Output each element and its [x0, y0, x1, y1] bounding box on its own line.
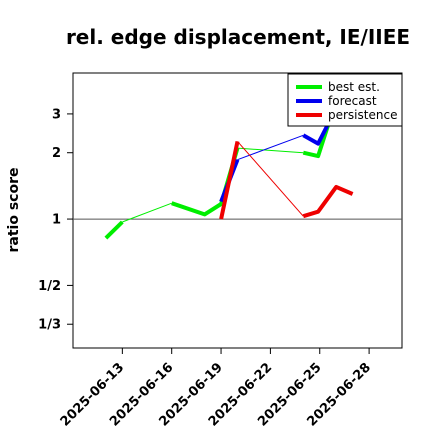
series-forecast-connector — [237, 134, 304, 161]
legend-label: persistence — [328, 108, 397, 122]
y-axis-label: ratio score — [6, 168, 22, 253]
y-axis: 3 2 1 1/2 1/3 — [38, 107, 73, 333]
legend-label: forecast — [328, 94, 377, 108]
legend-label: best est. — [328, 80, 380, 94]
series-best-est-connector — [237, 147, 304, 154]
y-tick-label: 1 — [52, 213, 61, 228]
series-best-est-line — [104, 220, 124, 240]
series-persistence-line — [302, 184, 354, 219]
y-tick-label: 2 — [52, 146, 61, 161]
series-persistence-line — [219, 140, 240, 220]
y-tick-label: 3 — [52, 107, 61, 122]
series-best-est-connector — [122, 202, 172, 223]
y-tick-label: 1/2 — [38, 279, 61, 294]
x-axis: 2025-06-132025-06-162025-06-192025-06-22… — [58, 348, 374, 430]
series-persistence-connector — [237, 141, 304, 217]
chart-title: rel. edge displacement, IE/IIEE — [66, 25, 410, 49]
plot-area — [72, 72, 403, 349]
y-tick-label: 1/3 — [38, 318, 61, 333]
